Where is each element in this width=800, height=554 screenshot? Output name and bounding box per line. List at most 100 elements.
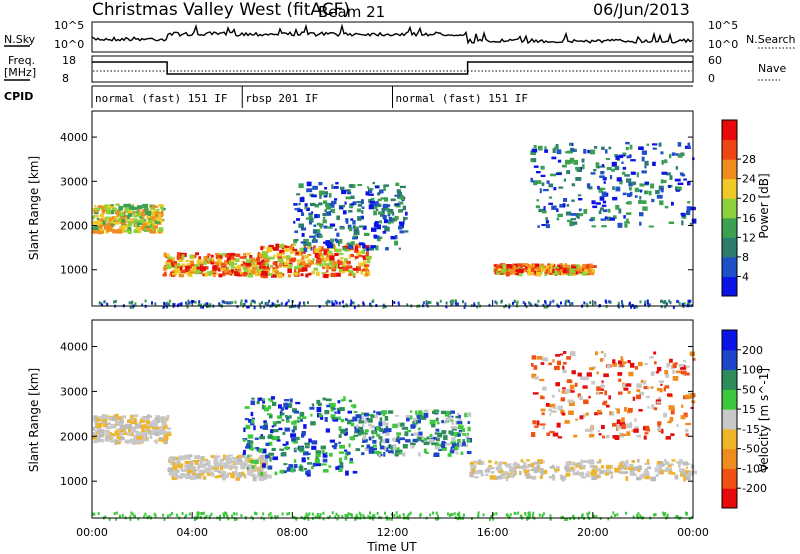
echo-cell bbox=[261, 404, 265, 410]
echo-cell bbox=[394, 235, 398, 239]
echo-cell bbox=[517, 266, 521, 270]
echo-cell bbox=[555, 144, 559, 148]
echo-cell bbox=[668, 405, 675, 410]
echo-cell bbox=[570, 390, 575, 393]
nave-label: Nave bbox=[758, 62, 786, 75]
echo-cell bbox=[596, 409, 602, 414]
echo-cell bbox=[442, 441, 447, 445]
echo-cell bbox=[298, 301, 301, 305]
echo-cell bbox=[372, 414, 378, 419]
echo-cell bbox=[611, 161, 617, 167]
echo-cell bbox=[370, 197, 375, 201]
echo-cell bbox=[362, 303, 365, 306]
echo-cell bbox=[636, 389, 641, 393]
echo-cell bbox=[291, 437, 296, 442]
echo-cell bbox=[322, 397, 327, 401]
echo-cell bbox=[415, 410, 418, 416]
echo-cell bbox=[344, 456, 348, 460]
echo-cell bbox=[344, 201, 347, 205]
echo-cell bbox=[230, 473, 235, 479]
echo-cell bbox=[308, 272, 312, 276]
echo-cell bbox=[404, 431, 409, 437]
echo-cell bbox=[541, 412, 545, 416]
echo-cell bbox=[167, 468, 174, 472]
echo-cell bbox=[429, 513, 432, 517]
echo-cell bbox=[562, 369, 567, 374]
echo-cell bbox=[638, 409, 643, 412]
echo-cell bbox=[534, 268, 538, 273]
echo-cell bbox=[202, 511, 205, 515]
echo-cell bbox=[325, 211, 332, 216]
echo-cell bbox=[554, 365, 560, 371]
echo-cell bbox=[203, 470, 208, 473]
echo-cell bbox=[369, 511, 371, 515]
echo-cell bbox=[567, 399, 574, 403]
echo-cell bbox=[185, 265, 190, 270]
echo-cell bbox=[480, 473, 484, 477]
colorbar-swatch bbox=[722, 256, 737, 277]
echo-cell bbox=[582, 263, 587, 269]
echo-cell bbox=[131, 420, 136, 425]
echo-cell bbox=[663, 513, 666, 517]
echo-cell bbox=[231, 514, 234, 518]
echo-cell bbox=[92, 435, 98, 440]
echo-cell bbox=[527, 511, 530, 515]
echo-cell bbox=[207, 253, 211, 256]
echo-cell bbox=[585, 472, 590, 478]
echo-cell bbox=[250, 302, 252, 306]
echo-cell bbox=[564, 420, 570, 424]
echo-cell bbox=[368, 188, 373, 193]
echo-cell bbox=[271, 435, 278, 441]
echo-cell bbox=[315, 450, 322, 454]
echo-cell bbox=[556, 149, 562, 155]
echo-cell bbox=[246, 305, 249, 309]
echo-cell bbox=[218, 267, 222, 272]
echo-cell bbox=[670, 365, 674, 370]
echo-cell bbox=[482, 513, 485, 517]
echo-cell bbox=[677, 153, 683, 158]
echo-cell bbox=[290, 250, 294, 254]
echo-cell bbox=[548, 362, 553, 366]
echo-cell bbox=[136, 431, 141, 437]
echo-cell bbox=[319, 251, 322, 256]
echo-cell bbox=[370, 245, 376, 249]
echo-cell bbox=[602, 191, 607, 197]
echo-cell bbox=[445, 301, 448, 305]
echo-cell bbox=[316, 512, 319, 516]
echo-cell bbox=[586, 512, 589, 516]
echo-cell bbox=[223, 515, 226, 518]
echo-cell bbox=[240, 299, 243, 303]
echo-cell bbox=[148, 216, 152, 221]
echo-cell bbox=[630, 159, 636, 162]
echo-cell bbox=[660, 383, 663, 386]
echo-cell bbox=[202, 273, 208, 277]
echo-cell bbox=[532, 511, 535, 515]
echo-cell bbox=[651, 198, 655, 203]
echo-cell bbox=[186, 263, 191, 266]
echo-cell bbox=[531, 514, 534, 518]
echo-cell bbox=[672, 305, 675, 309]
echo-cell bbox=[466, 432, 469, 436]
echo-cell bbox=[164, 271, 167, 275]
echo-cell bbox=[378, 436, 383, 440]
echo-cell bbox=[317, 254, 321, 258]
echo-cell bbox=[575, 213, 580, 218]
echo-cell bbox=[322, 266, 325, 269]
echo-cell bbox=[361, 416, 364, 421]
echo-cell bbox=[192, 466, 197, 470]
echo-cell bbox=[262, 512, 265, 516]
echo-cell bbox=[516, 465, 523, 469]
echo-cell bbox=[336, 407, 340, 411]
echo-cell bbox=[304, 203, 308, 207]
echo-cell bbox=[102, 419, 108, 422]
echo-cell bbox=[540, 474, 544, 477]
echo-cell bbox=[577, 194, 582, 197]
echo-cell bbox=[575, 264, 579, 269]
echo-cell bbox=[364, 419, 368, 424]
echo-cell bbox=[156, 418, 160, 423]
echo-cell bbox=[219, 463, 224, 467]
echo-cell bbox=[600, 218, 607, 221]
echo-cell bbox=[677, 142, 682, 147]
echo-cell bbox=[474, 470, 480, 475]
echo-cell bbox=[595, 351, 598, 356]
